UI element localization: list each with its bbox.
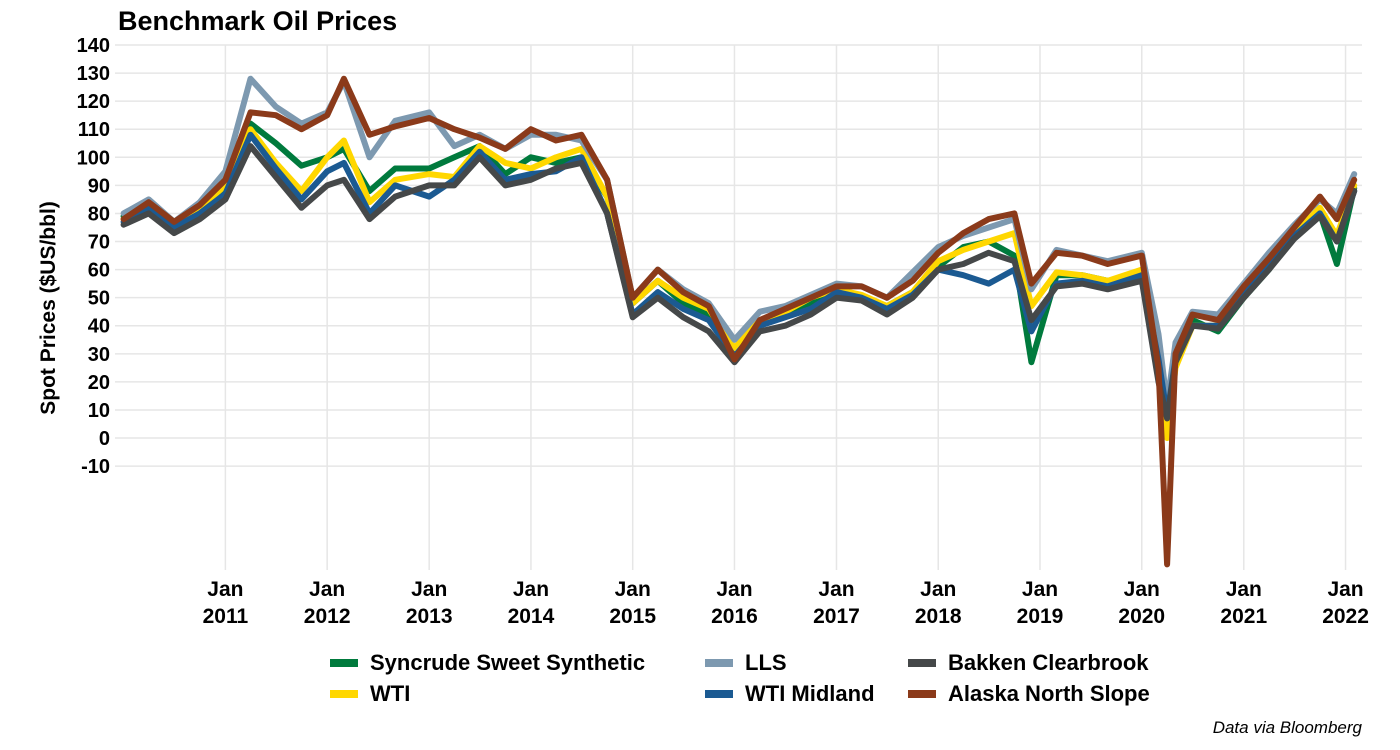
chart-title: Benchmark Oil Prices	[118, 6, 398, 36]
x-tick-month: Jan	[309, 578, 345, 601]
x-tick-month: Jan	[615, 578, 651, 601]
source-note: Data via Bloomberg	[1212, 718, 1362, 737]
y-tick-label: 50	[88, 288, 110, 310]
x-tick-year: 2015	[609, 605, 656, 628]
x-tick-year: 2017	[813, 605, 860, 628]
legend-label: WTI Midland	[745, 681, 875, 706]
x-tick-year: 2019	[1017, 605, 1064, 628]
y-tick-label: 100	[77, 147, 110, 169]
x-tick-month: Jan	[920, 578, 956, 601]
legend-label: LLS	[745, 650, 787, 675]
y-tick-label: 140	[77, 35, 110, 57]
y-tick-label: 90	[88, 175, 110, 197]
legend-label: Syncrude Sweet Synthetic	[370, 650, 646, 675]
y-tick-label: 70	[88, 232, 110, 254]
x-tick-year: 2011	[203, 605, 249, 628]
y-axis-label: Spot Prices ($US/bbl)	[37, 201, 60, 415]
legend-swatch	[330, 659, 358, 667]
legend-item: Syncrude Sweet Synthetic	[330, 650, 645, 676]
x-tick-month: Jan	[716, 578, 752, 601]
x-axis-ticks: Jan 2011 Jan 2012 Jan 2013 Jan 2014 Jan 2015 Jan 20…	[203, 578, 1369, 628]
y-tick-label: 30	[88, 344, 110, 366]
legend-label: Bakken Clearbrook	[948, 650, 1149, 675]
y-tick-label: 20	[88, 372, 110, 394]
legend-swatch	[705, 690, 733, 698]
x-tick-month: Jan	[1226, 578, 1262, 601]
x-tick-month: Jan	[411, 578, 447, 601]
x-tick-year: 2022	[1322, 605, 1369, 628]
x-tick-year: 2018	[915, 605, 962, 628]
x-tick-month: Jan	[818, 578, 854, 601]
x-tick-month: Jan	[1124, 578, 1160, 601]
y-tick-label: 110	[78, 119, 110, 141]
x-tick-year: 2014	[508, 605, 555, 628]
legend-item: WTI Midland	[705, 681, 875, 707]
y-tick-label: 80	[88, 203, 110, 225]
legend-label: WTI	[370, 681, 411, 706]
x-tick-month: Jan	[207, 578, 243, 601]
y-tick-label: 60	[88, 260, 110, 282]
legend-item: LLS	[705, 650, 787, 676]
legend-item: WTI	[330, 681, 410, 707]
legend: Syncrude Sweet Synthetic WTI LLS WTI Midlan…	[330, 650, 1230, 712]
legend-swatch	[330, 690, 358, 698]
x-tick-year: 2021	[1220, 605, 1267, 628]
y-tick-label: -10	[81, 456, 110, 478]
x-tick-year: 2012	[304, 605, 351, 628]
y-tick-label: 0	[99, 428, 110, 450]
x-tick-month: Jan	[1022, 578, 1058, 601]
series-layer	[120, 75, 1358, 568]
x-tick-month: Jan	[1327, 578, 1363, 601]
x-tick-month: Jan	[513, 578, 549, 601]
legend-swatch	[908, 659, 936, 667]
legend-swatch	[908, 690, 936, 698]
x-tick-year: 2016	[711, 605, 758, 628]
x-tick-year: 2020	[1118, 605, 1165, 628]
legend-item: Alaska North Slope	[908, 681, 1150, 707]
legend-item: Bakken Clearbrook	[908, 650, 1149, 676]
y-tick-label: 130	[77, 63, 110, 85]
y-tick-label: 120	[77, 91, 110, 113]
y-tick-label: 40	[88, 316, 110, 338]
series-line-alaska-north-slope	[120, 75, 1358, 568]
legend-swatch	[705, 659, 733, 667]
y-tick-label: 10	[88, 400, 110, 422]
legend-label: Alaska North Slope	[948, 681, 1150, 706]
x-tick-year: 2013	[406, 605, 453, 628]
